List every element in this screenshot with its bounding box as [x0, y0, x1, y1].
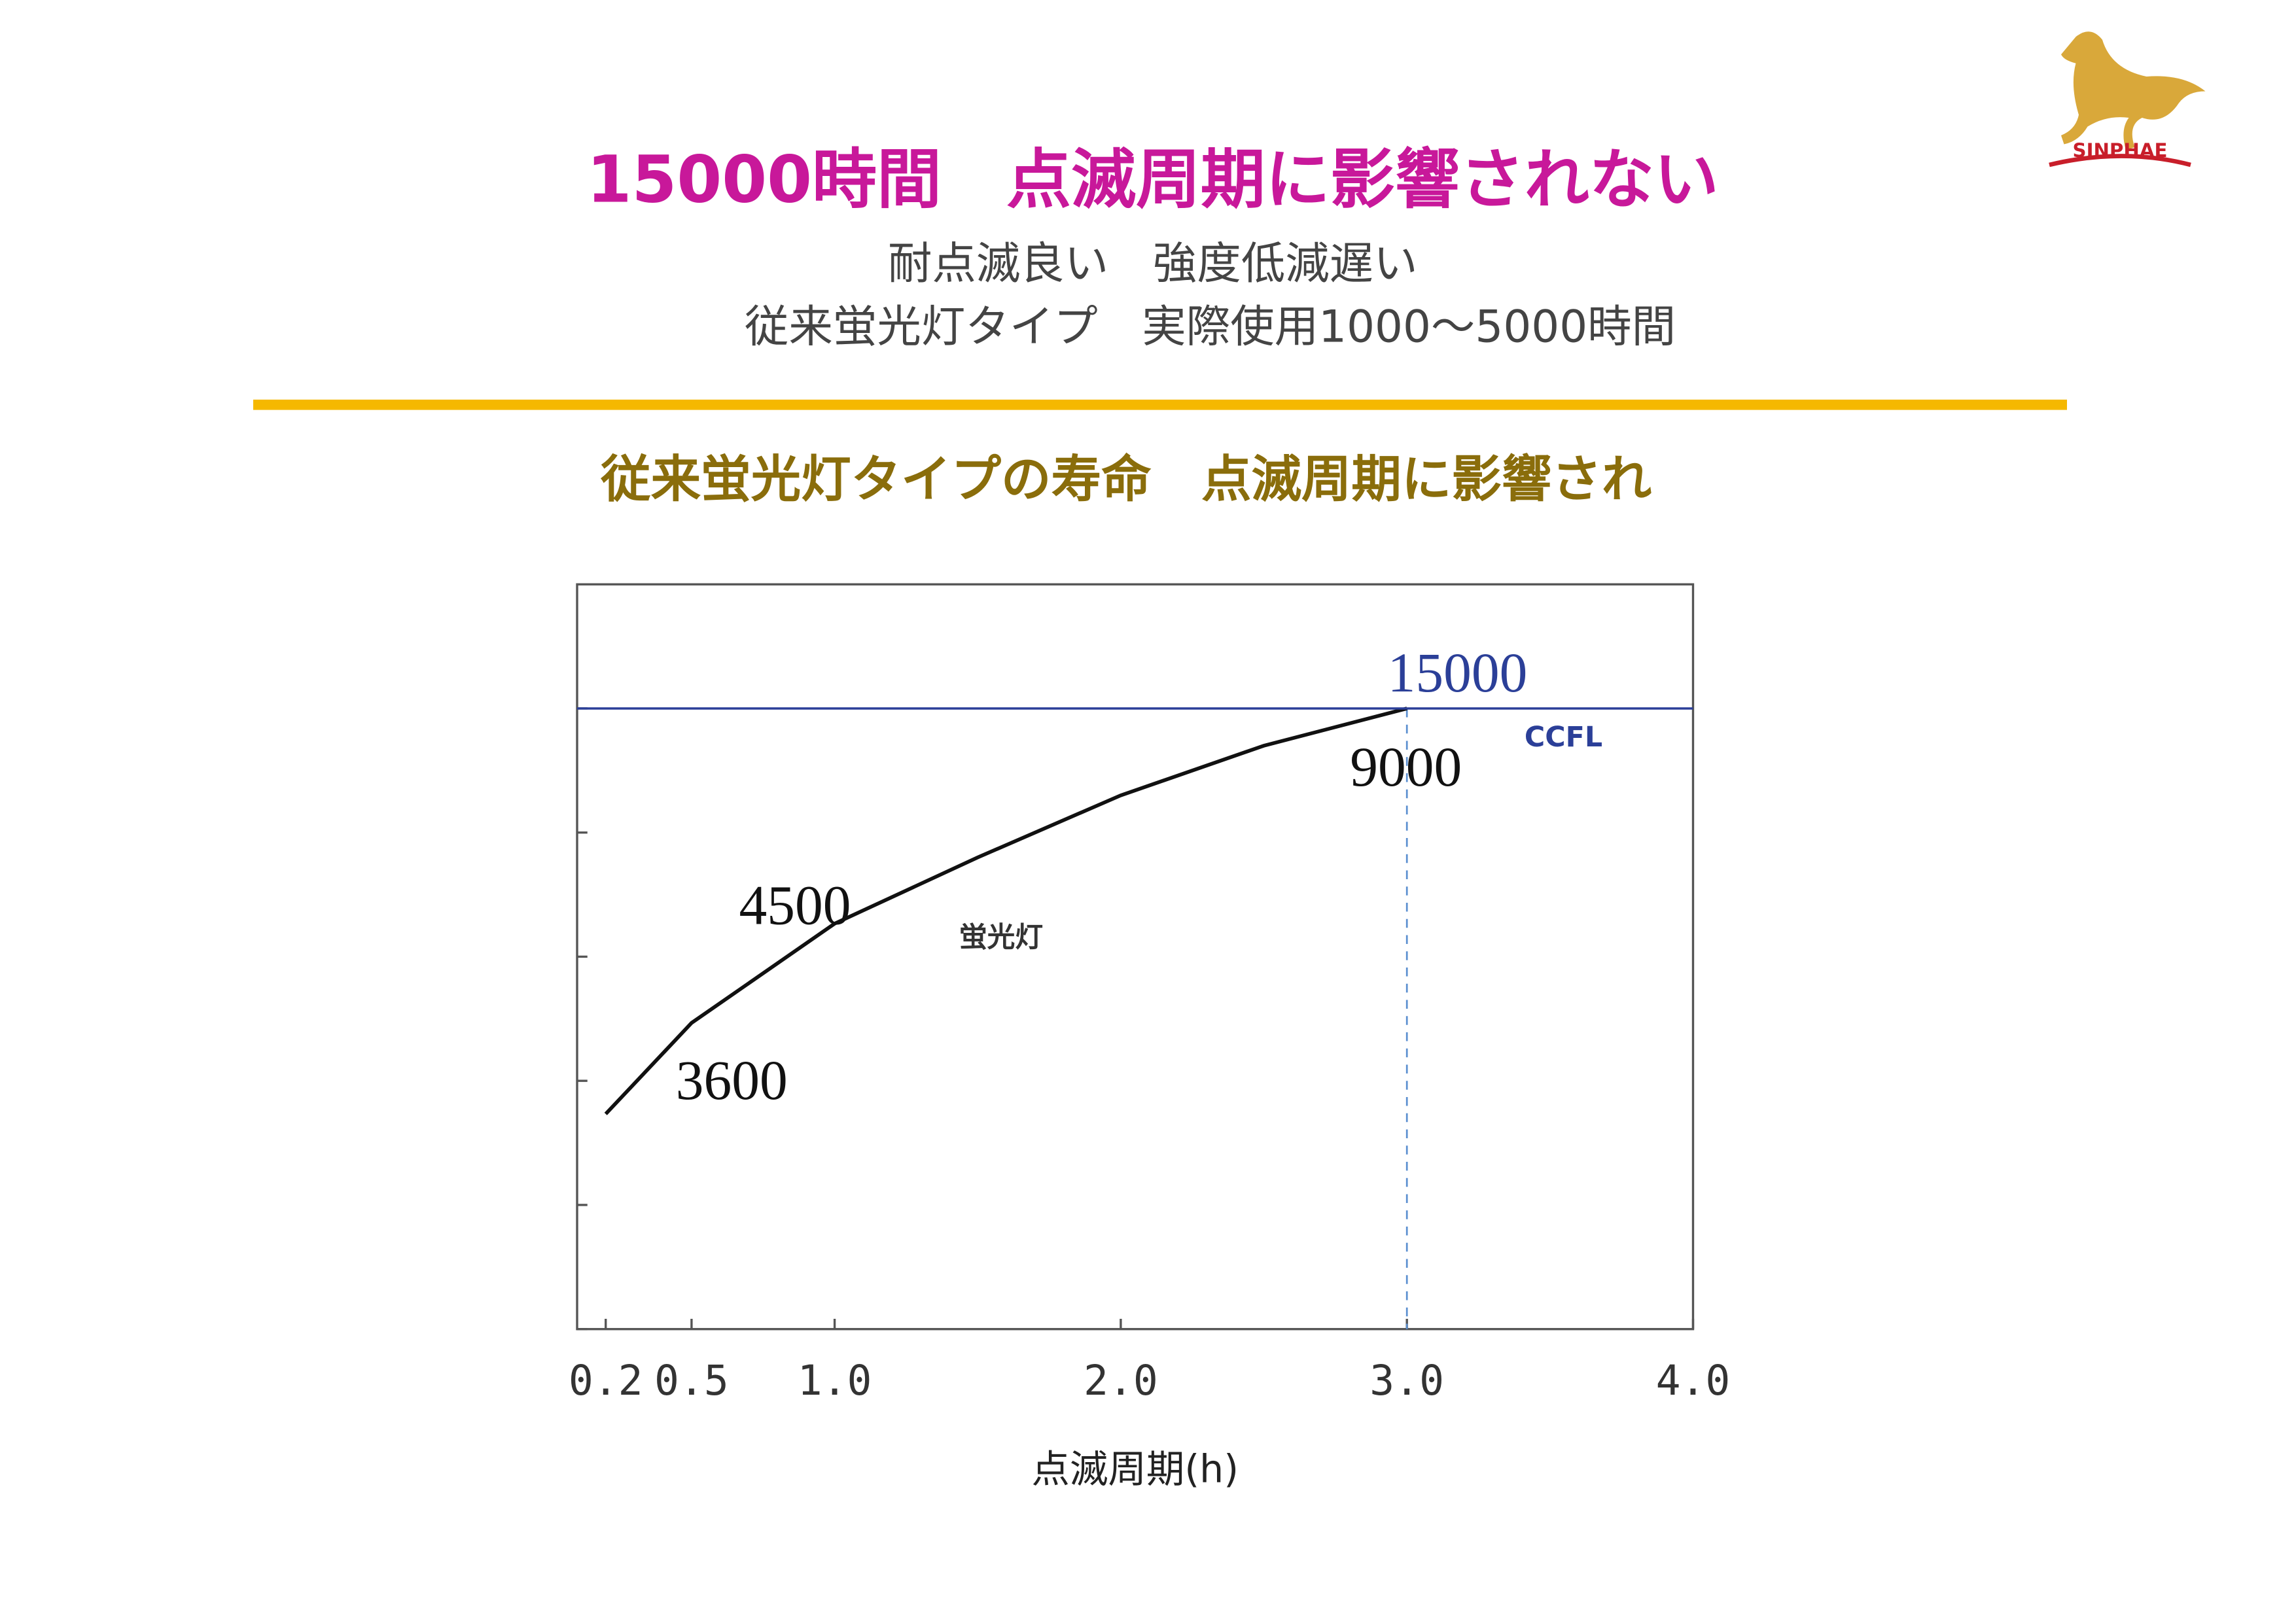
annotation: 4500: [739, 875, 851, 936]
logo-swoosh: [2049, 154, 2191, 167]
chart-title: 従来蛍光灯タイプの寿命 点滅周期に影響され: [600, 451, 1651, 509]
annotation: 15000: [1388, 642, 1528, 704]
series-label: CCFL: [1525, 721, 1602, 754]
x-tick-label: 4.0: [1656, 1357, 1731, 1405]
annotation: 9000: [1350, 737, 1462, 798]
x-tick-label: 3.0: [1369, 1357, 1444, 1405]
x-tick-label: 1.0: [798, 1357, 872, 1405]
x-tick-label: 0.2: [569, 1357, 643, 1405]
logo: SINPHAE: [2049, 31, 2206, 167]
x-tick-label: 2.0: [1084, 1357, 1158, 1405]
x-tick-label: 0.5: [654, 1357, 729, 1405]
logo-text: SINPHAE: [2073, 139, 2168, 162]
series-line: [604, 707, 1407, 1115]
logo-horse: [2060, 31, 2206, 150]
x-axis-label: 点滅周期(h): [1031, 1447, 1239, 1492]
subtitle: 従来蛍光灯タイプ 実際使用1000～5000時間: [745, 301, 1676, 353]
annotation: 3600: [676, 1050, 788, 1111]
series-label: 蛍光灯: [959, 921, 1043, 954]
subtitle: 耐点滅良い 強度低減遅い: [888, 237, 1418, 289]
slide-title: 15000時間 点滅周期に影響されない: [587, 143, 1719, 218]
